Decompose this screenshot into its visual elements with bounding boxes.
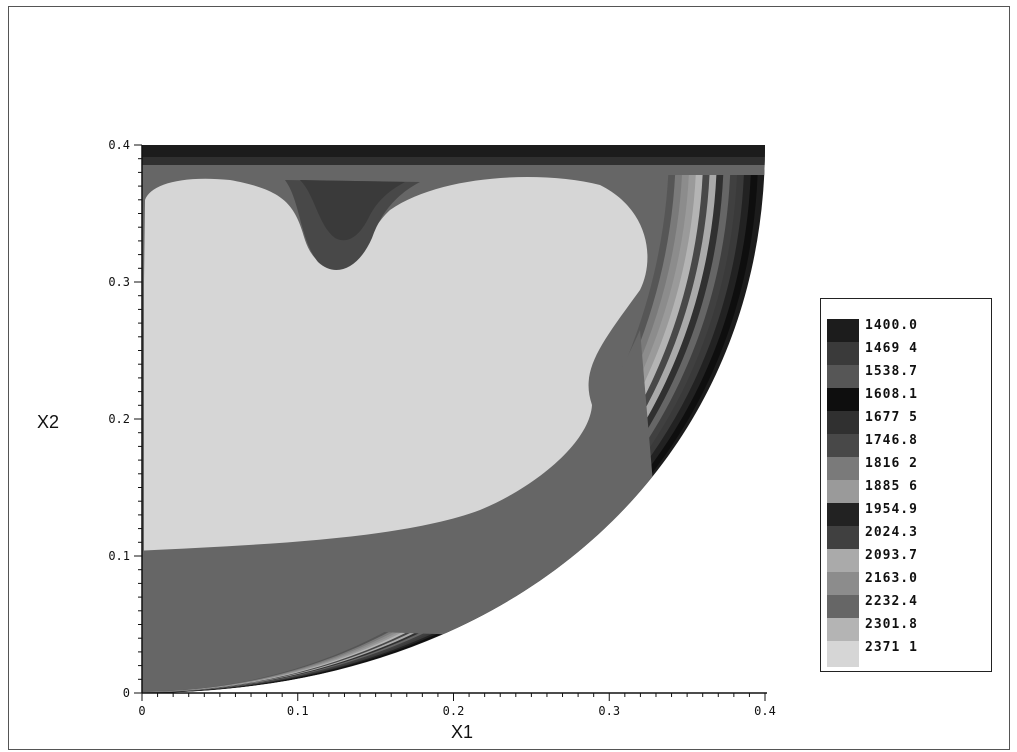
contour-band-top-2: [142, 165, 765, 175]
legend-swatch: [827, 526, 859, 552]
x-tick-label: 0.3: [598, 704, 620, 718]
legend-entry: 1954.9: [827, 503, 987, 529]
legend-label: 1816 2: [865, 456, 918, 471]
legend-swatch: [827, 572, 859, 598]
legend-label: 1469 4: [865, 341, 918, 356]
contour-plateau: [144, 177, 648, 551]
legend-swatch: [827, 618, 859, 644]
x-tick-label: 0.2: [443, 704, 465, 718]
legend-label: 1608.1: [865, 387, 918, 402]
legend-entry: 2163.0: [827, 572, 987, 598]
legend-swatch: [827, 595, 859, 621]
x-tick-label: 0: [138, 704, 145, 718]
legend-label: 2232.4: [865, 594, 918, 609]
legend-label: 2024.3: [865, 525, 918, 540]
legend-entry: 1469 4: [827, 342, 987, 368]
legend-swatch: [827, 480, 859, 506]
legend-label: 1746.8: [865, 433, 918, 448]
axes: 0 0.1 0.2 0.3 0.4 0 0.1 0.2 0.3 0.4: [108, 138, 776, 718]
legend-label: 2093.7: [865, 548, 918, 563]
legend-label: 2163.0: [865, 571, 918, 586]
legend-entry: 1608.1: [827, 388, 987, 414]
legend-label: 2301.8: [865, 617, 918, 632]
legend-swatch: [827, 411, 859, 437]
contour-bands: [142, 145, 765, 693]
legend-swatch: [827, 342, 859, 368]
legend-entry: 2093.7: [827, 549, 987, 575]
legend-swatch: [827, 365, 859, 391]
legend-swatch: [827, 457, 859, 483]
y-tick-label: 0.3: [108, 275, 130, 289]
legend-entry: 1746.8: [827, 434, 987, 460]
legend-entry: 1677 5: [827, 411, 987, 437]
legend-entry: 1538.7: [827, 365, 987, 391]
legend-label: 2371 1: [865, 640, 918, 655]
legend-swatch: [827, 434, 859, 460]
legend-entry: 2232.4: [827, 595, 987, 621]
x-tick-label: 0.1: [287, 704, 309, 718]
legend-entry: 2301.8: [827, 618, 987, 644]
legend-entry: 1400.0: [827, 319, 987, 345]
y-tick-label: 0.4: [108, 138, 130, 152]
legend: 1400.0 1469 4 1538.7 1608.1 1677 5 1746.8 1816…: [820, 298, 992, 672]
legend-entry: 2371 1: [827, 641, 987, 667]
legend-label: 1885 6: [865, 479, 918, 494]
contour-notch-inner: [300, 180, 405, 241]
y-tick-label: 0.2: [108, 412, 130, 426]
legend-swatch: [827, 503, 859, 529]
contour-band-lower: [142, 330, 665, 635]
y-axis-title: X2: [37, 412, 59, 432]
y-tick-label: 0: [123, 686, 130, 700]
legend-entry: 1885 6: [827, 480, 987, 506]
legend-swatch: [827, 549, 859, 575]
legend-label: 1677 5: [865, 410, 918, 425]
legend-entry: 1816 2: [827, 457, 987, 483]
legend-label: 1400.0: [865, 318, 918, 333]
legend-entry: 2024.3: [827, 526, 987, 552]
x-tick-label: 0.4: [754, 704, 776, 718]
legend-label: 1538.7: [865, 364, 918, 379]
legend-label: 1954.9: [865, 502, 918, 517]
legend-swatch: [827, 641, 859, 667]
contour-band-top-0: [142, 145, 765, 157]
contour-band-top-1: [142, 157, 765, 165]
x-axis-title: X1: [451, 722, 473, 742]
y-tick-label: 0.1: [108, 549, 130, 563]
legend-swatch: [827, 319, 859, 345]
legend-swatch: [827, 388, 859, 414]
